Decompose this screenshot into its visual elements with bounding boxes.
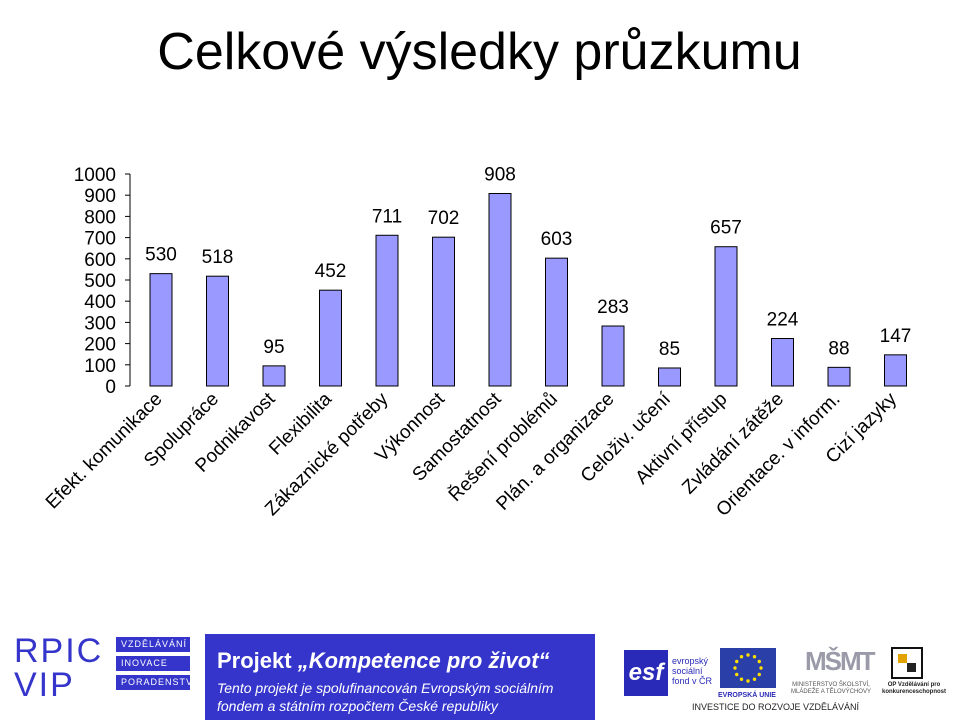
bar (827, 366, 851, 387)
bar (319, 289, 342, 387)
bar-value-label: 283 (597, 297, 629, 318)
bar (488, 193, 512, 387)
bar-value-label: 603 (541, 229, 573, 250)
bar-value-label: 711 (372, 206, 402, 227)
esf-logo: esf (624, 650, 668, 696)
funding-line-1: Tento projekt je spolufinancován Evropsk… (217, 680, 554, 696)
y-tick-label: 0 (105, 377, 116, 398)
y-tick-label: 200 (84, 335, 116, 356)
y-tick-label: 400 (84, 292, 116, 313)
bar-value-label: 530 (145, 245, 177, 266)
bars (149, 193, 907, 387)
bar-value-label: 85 (659, 339, 680, 360)
bar (714, 246, 738, 387)
bar (262, 365, 286, 387)
bar-value-label: 518 (202, 247, 234, 268)
esf-text-line: fond v ČR (672, 676, 713, 686)
bar (545, 257, 568, 387)
eu-flag-icon (720, 648, 776, 688)
bar-value-label: 908 (484, 165, 516, 186)
msmt-logo: MŠMT (805, 646, 876, 676)
esf-text-line: sociální (672, 666, 703, 676)
x-category-label: Zvládání zátěže (678, 389, 788, 499)
bar (206, 275, 229, 387)
y-tick-label: 500 (84, 271, 116, 292)
bar (375, 234, 399, 387)
bar-value-label: 88 (828, 338, 849, 359)
y-tick-label: 700 (84, 229, 116, 250)
y-tick-label: 300 (84, 313, 116, 334)
y-tick-label: 100 (84, 356, 116, 377)
rpic-logo-line2: VIP (14, 666, 75, 704)
bar (884, 354, 907, 387)
bar-value-label: 224 (767, 310, 799, 331)
bar (658, 367, 681, 387)
rpic-vip-logo: RPIC VIP (14, 634, 103, 702)
funding-line-2: fondem a státním rozpočtem České republi… (217, 698, 498, 714)
eu-logo-text: EVROPSKÁ UNIE (718, 692, 776, 699)
bar (149, 273, 173, 387)
slide-title: Celkové výsledky průzkumu (157, 23, 802, 81)
op-vk-logo-icon (891, 647, 923, 679)
bar-value-label: 452 (315, 261, 347, 282)
project-prefix: Projekt (217, 648, 292, 673)
y-tick-label: 1000 (74, 165, 116, 186)
bar-value-label: 657 (710, 218, 742, 239)
sponsor-logos: esf evropský sociální fond v ČR EVROPSKÁ… (620, 640, 955, 720)
esf-text-line: evropský (672, 656, 709, 666)
bar-value-label: 95 (263, 337, 284, 358)
x-axis-labels: Efekt. komunikaceSpoluprácePodnikavostFl… (42, 388, 901, 521)
project-footer-band: Projekt „Kompetence pro život“ Tento pro… (205, 634, 595, 720)
rpic-tag-vzdelavani: VZDĚLÁVÁNÍ (116, 637, 190, 652)
rpic-tag-poradenstvi: PORADENSTVÍ (116, 675, 196, 690)
investment-slogan: INVESTICE DO ROZVOJE VZDĚLÁVÁNÍ (692, 702, 860, 712)
esf-logo-text: evropský sociální fond v ČR (672, 656, 712, 686)
y-tick-label: 800 (84, 207, 116, 228)
project-title: Projekt „Kompetence pro život“ (217, 648, 550, 674)
rpic-tag-inovace: INOVACE (116, 656, 190, 671)
msmt-logo-text: MINISTERSTVO ŠKOLSTVÍ, MLÁDEŽE A TĚLOVÝC… (791, 682, 871, 695)
op-vk-logo-text: OP Vzdělávání pro konkurenceschopnost (881, 682, 946, 695)
y-tick-label: 900 (84, 186, 116, 207)
project-name: „Kompetence pro život“ (297, 648, 550, 673)
bar-value-label: 147 (880, 326, 912, 347)
bar (432, 236, 455, 387)
bar-value-label: 702 (428, 208, 460, 229)
bar (601, 325, 625, 387)
rpic-logo-line1: RPIC (14, 632, 104, 670)
value-labels: 530 518 95 452 711 702 908 603 283 85 657 224 88 147 (145, 165, 911, 360)
bar (771, 338, 794, 387)
y-tick-label: 600 (84, 250, 116, 271)
